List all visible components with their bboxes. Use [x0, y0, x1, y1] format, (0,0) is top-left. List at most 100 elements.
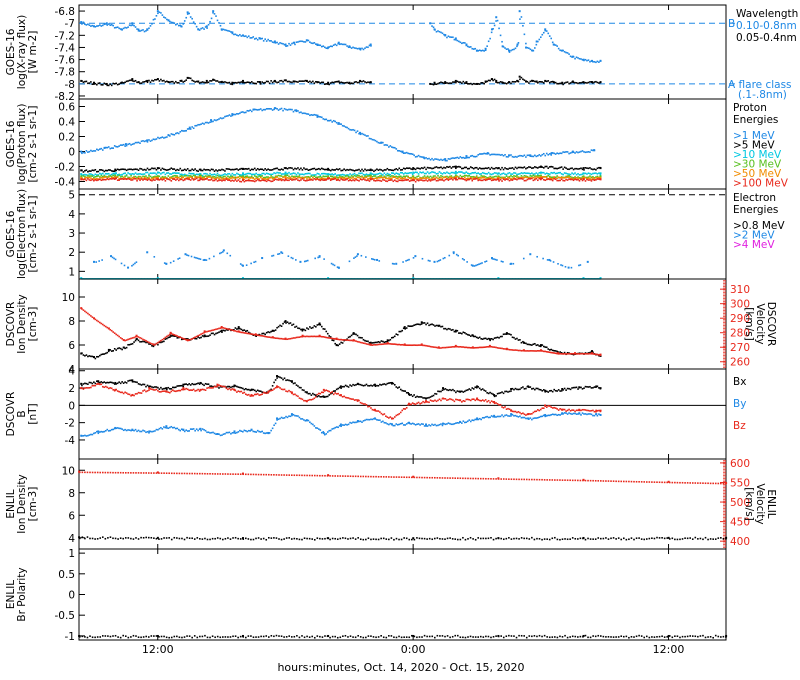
- data-point: [379, 172, 381, 175]
- data-marker: [403, 343, 406, 346]
- data-marker: [284, 167, 287, 170]
- data-marker: [429, 22, 432, 25]
- data-point: [204, 121, 207, 124]
- data-point: [398, 179, 401, 182]
- data-point: [133, 175, 135, 178]
- data-point: [535, 344, 538, 347]
- data-point: [178, 257, 181, 260]
- data-point: [259, 390, 262, 393]
- data-point: [453, 389, 456, 392]
- data-point: [125, 178, 128, 181]
- data-point: [103, 178, 106, 181]
- data-point: [160, 426, 162, 429]
- data-point: [459, 41, 462, 44]
- data-point: [227, 177, 229, 180]
- data-point: [474, 386, 477, 389]
- data-point: [578, 151, 581, 153]
- data-point: [93, 169, 95, 172]
- data-point: [227, 82, 229, 84]
- data-point: [206, 175, 208, 178]
- data-point: [149, 430, 152, 433]
- data-point: [116, 168, 119, 171]
- data-point: [416, 155, 418, 158]
- data-point: [344, 169, 347, 172]
- data-point: [350, 385, 353, 387]
- data-point: [268, 336, 271, 338]
- data-point: [118, 381, 120, 383]
- data-point: [474, 171, 477, 174]
- data-point: [480, 177, 482, 179]
- data-point: [328, 177, 331, 180]
- data-point: [242, 331, 244, 334]
- data-point: [358, 341, 360, 343]
- data-point: [349, 178, 351, 181]
- data-point: [432, 394, 435, 397]
- data-point: [167, 172, 170, 174]
- data-point: [587, 352, 590, 354]
- data-point: [188, 430, 190, 432]
- data-point: [320, 167, 323, 170]
- data-point: [155, 15, 158, 17]
- data-point: [180, 337, 183, 339]
- data-point: [297, 110, 299, 112]
- data-point: [245, 175, 247, 178]
- data-marker: [212, 78, 215, 81]
- data-point: [517, 166, 520, 169]
- data-point: [469, 172, 472, 175]
- data-point: [166, 169, 168, 171]
- data-point: [173, 172, 176, 174]
- data-point: [332, 176, 335, 178]
- data-point: [432, 324, 435, 326]
- data-point: [112, 382, 115, 384]
- data-point: [88, 381, 91, 384]
- data-point: [434, 178, 436, 181]
- data-point: [353, 177, 356, 180]
- data-point: [103, 23, 106, 26]
- data-point: [481, 346, 484, 349]
- data-point: [110, 170, 113, 172]
- data-point: [163, 168, 165, 171]
- data-point: [365, 176, 368, 179]
- data-point: [541, 344, 544, 346]
- data-point: [364, 339, 366, 342]
- data-point: [516, 173, 518, 176]
- data-point: [312, 335, 314, 338]
- data-point: [593, 177, 596, 179]
- data-point: [145, 177, 147, 179]
- data-point: [131, 177, 134, 179]
- data-point: [246, 81, 249, 83]
- data-point: [286, 321, 289, 323]
- data-point: [143, 80, 146, 83]
- data-point: [107, 176, 110, 178]
- data-point: [143, 178, 146, 180]
- data-point: [353, 384, 356, 387]
- data-point: [383, 341, 386, 344]
- data-point: [173, 386, 176, 389]
- data-point: [443, 327, 445, 330]
- data-point: [99, 148, 101, 150]
- data-point: [164, 17, 167, 19]
- data-point: [323, 118, 326, 121]
- data-point: [450, 36, 453, 38]
- data-point: [341, 424, 344, 426]
- data-point: [174, 386, 177, 389]
- data-point: [529, 80, 532, 83]
- data-marker: [107, 348, 110, 351]
- data-point: [249, 179, 252, 182]
- data-point: [137, 173, 140, 175]
- data-point: [326, 431, 329, 433]
- y-axis-label-line: GOES-16: [5, 28, 17, 75]
- data-point: [513, 336, 515, 339]
- data-point: [338, 386, 341, 389]
- data-point: [255, 169, 258, 171]
- data-point: [298, 416, 301, 419]
- data-point: [96, 83, 98, 86]
- data-point: [139, 142, 141, 144]
- data-point: [259, 173, 262, 176]
- data-point: [163, 16, 165, 18]
- data-marker: [437, 346, 440, 349]
- data-marker: [471, 346, 474, 349]
- data-point: [586, 82, 588, 84]
- data-point: [143, 168, 146, 171]
- data-point: [152, 138, 155, 141]
